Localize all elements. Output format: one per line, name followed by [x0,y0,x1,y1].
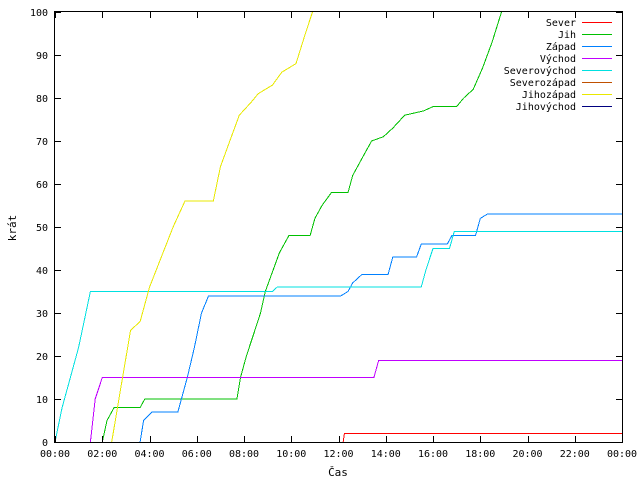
axis-tick-labels: 00:00 02:00 04:00 06:00 08:00 10:00 12:00 14:00… [30,8,637,460]
x-axis-title: Čas [328,466,348,479]
series-line-7 [111,12,313,442]
x-tick-label: 02:00 [87,449,117,460]
series-line-1 [342,432,622,442]
series-line-4 [89,359,622,442]
legend-label: Jihozápad [522,89,576,101]
axis-ticks [55,12,623,443]
y-tick-label: 70 [36,137,48,148]
x-tick-label: 08:00 [229,449,259,460]
plot-frame [54,11,623,443]
legend-label: Severozápad [510,77,576,89]
x-tick-label: 22:00 [560,449,590,460]
x-tick-label: 06:00 [182,449,212,460]
legend-label: Jihovýchod [516,101,576,113]
y-tick-label: 20 [36,352,48,363]
x-tick-label: 20:00 [512,449,542,460]
legend-label: Sever [546,18,576,29]
y-tick-label: 80 [36,94,48,105]
series-line-5 [55,230,622,442]
y-tick-label: 40 [36,266,48,277]
legend-label: Severovýchod [504,65,576,77]
legend-label: Jih [558,30,576,41]
y-tick-label: 100 [30,8,48,19]
y-tick-label: 90 [36,51,48,62]
x-tick-label: 04:00 [134,449,164,460]
series-line-2 [101,12,502,442]
y-tick-label: 30 [36,309,48,320]
legend-label: Západ [546,41,576,53]
plot-lines [55,12,622,442]
x-tick-label: 14:00 [371,449,401,460]
x-tick-label: 10:00 [276,449,306,460]
y-tick-label: 60 [36,180,48,191]
x-tick-label: 00:00 [607,449,637,460]
x-tick-label: 16:00 [418,449,448,460]
legend: SeverJihZápadVýchodSeverovýchodSeverozáp… [504,18,612,113]
y-tick-label: 50 [36,223,48,234]
legend-label: Východ [540,53,576,65]
x-tick-label: 18:00 [465,449,495,460]
y-tick-label: 10 [36,395,48,406]
y-tick-label: 0 [42,438,48,449]
x-tick-label: 12:00 [323,449,353,460]
series-line-3 [139,213,622,442]
x-tick-label: 00:00 [40,449,70,460]
y-axis-title: krát [6,215,19,242]
